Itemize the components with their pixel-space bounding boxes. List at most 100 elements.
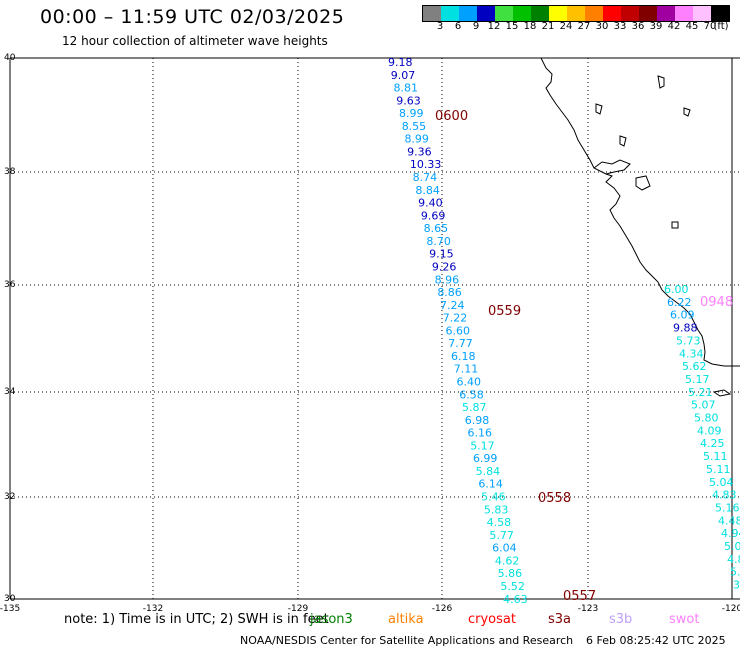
color-scale-tick: 9 bbox=[472, 21, 480, 32]
pass-time-label: 0559 bbox=[488, 304, 521, 319]
lat-lon-grid bbox=[9, 57, 740, 600]
lat-label: 34 bbox=[4, 387, 16, 397]
satellite-legend-item: jason3 bbox=[310, 612, 353, 627]
pass-time-label: 0948 bbox=[700, 295, 733, 310]
wave-height-reading: 5.16 bbox=[715, 501, 740, 514]
wave-height-reading: 5.52 bbox=[500, 580, 524, 593]
wave-height-reading: 6.40 bbox=[457, 376, 482, 389]
wave-height-reading: 6.60 bbox=[446, 324, 471, 337]
wave-height-reading: 4.63 bbox=[503, 593, 527, 606]
island-outline-6 bbox=[712, 389, 732, 397]
wave-height-reading: 8.81 bbox=[393, 82, 418, 95]
wave-height-reading: 4.58 bbox=[487, 516, 512, 529]
wave-height-reading: 9.07 bbox=[391, 69, 416, 82]
wave-height-reading: 4.25 bbox=[700, 437, 725, 450]
wave-height-reading: 8.70 bbox=[426, 235, 451, 248]
wave-height-reading: 7.77 bbox=[448, 337, 473, 350]
wave-height-reading: 5.11 bbox=[703, 450, 728, 463]
color-swatch bbox=[657, 6, 675, 21]
footer-note: note: 1) Time is in UTC; 2) SWH is in fe… bbox=[64, 612, 329, 627]
color-swatch bbox=[459, 6, 477, 21]
color-swatch bbox=[711, 6, 729, 21]
pass-time-label: 0600 bbox=[435, 109, 468, 124]
map-subtitle: 12 hour collection of altimeter wave hei… bbox=[62, 34, 328, 48]
color-scale-tick: 30 bbox=[595, 21, 609, 32]
wave-height-reading: 6.04 bbox=[492, 542, 517, 555]
wave-height-reading: 5.86 bbox=[498, 567, 522, 580]
wave-height-reading: 6.09 bbox=[670, 309, 695, 322]
satellite-legend-item: s3b bbox=[609, 612, 633, 627]
color-scale-unit: (ft) bbox=[713, 21, 729, 32]
lon-label: -132 bbox=[143, 604, 163, 614]
lake-outline bbox=[635, 175, 651, 191]
satellite-legend-item: swot bbox=[669, 612, 700, 627]
wave-height-reading: 7.24 bbox=[440, 299, 465, 312]
sf-bay-outline bbox=[593, 159, 631, 175]
wave-height-reading: 8.65 bbox=[424, 222, 449, 235]
color-swatch bbox=[693, 6, 711, 21]
wave-height-reading: 5.46 bbox=[481, 491, 506, 504]
wave-height-reading: 8.74 bbox=[413, 171, 438, 184]
color-swatch bbox=[675, 6, 693, 21]
lon-label: -120 bbox=[722, 604, 740, 614]
island-outline-1 bbox=[657, 75, 665, 89]
axis-labels: 40 38 36 34 32 30-135 -132 -129 -126 -123 -120 bbox=[0, 53, 740, 614]
color-swatch bbox=[441, 6, 459, 21]
map-title: 00:00 – 11:59 UTC 02/03/2025 bbox=[40, 6, 345, 28]
wave-height-reading: 5.73 bbox=[676, 334, 701, 347]
credit-line: NOAA/NESDIS Center for Satellite Applica… bbox=[240, 634, 574, 647]
wave-height-reading: 4.83 bbox=[712, 489, 737, 502]
island-outline-2 bbox=[595, 103, 603, 115]
wave-height-reading: 4.94 bbox=[721, 527, 740, 540]
lon-label: -135 bbox=[0, 604, 20, 614]
color-swatch bbox=[567, 6, 585, 21]
satellite-legend-item: altika bbox=[388, 612, 424, 627]
wave-height-reading: 8.84 bbox=[415, 184, 440, 197]
color-scale-tick: 18 bbox=[523, 21, 537, 32]
color-scale-tick: 15 bbox=[505, 21, 519, 32]
color-swatch bbox=[495, 6, 513, 21]
coastline bbox=[540, 57, 740, 397]
wave-height-reading: 5.07 bbox=[724, 540, 740, 553]
color-scale-tick: 24 bbox=[559, 21, 573, 32]
wave-height-reading: 9.69 bbox=[421, 209, 446, 222]
wave-height-reading: 4.09 bbox=[697, 424, 722, 437]
wave-height-reading: 6.22 bbox=[667, 296, 692, 309]
pass-time-label: 0557 bbox=[563, 589, 596, 604]
wave-height-reading: 6.16 bbox=[467, 427, 492, 440]
color-scale-tick: 36 bbox=[631, 21, 645, 32]
color-scale-tick: 33 bbox=[613, 21, 627, 32]
lat-label: 30 bbox=[4, 594, 16, 604]
color-scale-tick: 70 bbox=[703, 21, 717, 32]
color-scale-tick: 21 bbox=[541, 21, 555, 32]
wave-height-reading: 8.99 bbox=[404, 133, 429, 146]
island-outline-5 bbox=[671, 221, 679, 229]
color-scale-tick: 42 bbox=[667, 21, 681, 32]
wave-height-reading: 5.83 bbox=[484, 503, 509, 516]
color-swatch bbox=[513, 6, 531, 21]
wave-height-reading: 6.00 bbox=[664, 283, 689, 296]
color-swatch bbox=[585, 6, 603, 21]
wave-height-reading: 8.86 bbox=[437, 286, 462, 299]
color-scale-tick: 12 bbox=[487, 21, 501, 32]
west-satellite-track: 9.189.078.819.638.998.558.999.3610.338.7… bbox=[388, 56, 596, 606]
lat-label: 40 bbox=[4, 53, 16, 63]
color-swatch bbox=[423, 6, 441, 21]
wave-height-reading: 4.62 bbox=[495, 554, 520, 567]
wave-height-reading: 5.84 bbox=[476, 465, 501, 478]
color-swatch bbox=[603, 6, 621, 21]
wave-height-reading: 4.34 bbox=[679, 347, 704, 360]
wave-height-reading: 9.18 bbox=[388, 56, 413, 69]
wave-height-reading: 4.8 bbox=[727, 553, 740, 566]
wave-height-reading: 5.0 bbox=[730, 566, 740, 579]
wave-height-reading: 5.17 bbox=[685, 373, 710, 386]
wave-height-reading: 5.07 bbox=[691, 399, 716, 412]
wave-height-reading: 6.58 bbox=[459, 388, 484, 401]
wave-height-reading: 5.87 bbox=[462, 401, 487, 414]
lat-label: 36 bbox=[4, 280, 16, 290]
wave-height-reading: 10.33 bbox=[410, 158, 442, 171]
color-scale-tick: 6 bbox=[454, 21, 462, 32]
color-scale-bar bbox=[422, 5, 730, 22]
california-coastline bbox=[540, 57, 740, 367]
wave-height-reading: 8.55 bbox=[402, 120, 427, 133]
